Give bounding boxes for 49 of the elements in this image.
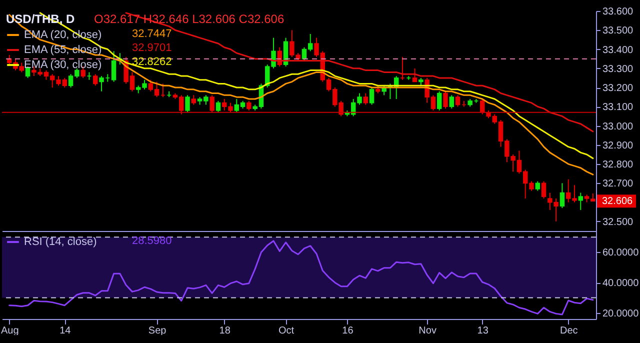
x-tick-label: 13 [477, 326, 489, 336]
y-tick-label: 20.0000 [602, 308, 640, 320]
x-tick-label: Oct [278, 326, 294, 336]
y-tick-label: 33.000 [602, 121, 634, 132]
x-tick-label: Dec [560, 326, 578, 336]
legend-label: RSI (14, close) [24, 236, 97, 248]
candlestick [535, 180, 540, 192]
candlestick [412, 68, 418, 82]
candlestick [210, 94, 214, 113]
candlestick [436, 90, 442, 111]
x-tick-label: 16 [342, 326, 354, 336]
candlestick [246, 100, 252, 111]
y-tick-label: 33.600 [602, 6, 634, 18]
y-tick-label: 40.0000 [602, 278, 640, 290]
y-tick-label: 32.500 [602, 216, 634, 228]
legend-label: EMA (30, close) [24, 59, 102, 71]
y-tick-label: 32.900 [602, 140, 634, 152]
annotation: 32.7447 [132, 28, 172, 40]
candlestick [578, 192, 584, 210]
candlestick [560, 182, 565, 209]
candlestick [541, 180, 546, 199]
y-tick-label: 32.700 [602, 178, 634, 190]
annotation: 32.9701 [132, 42, 172, 54]
y-tick-label: 32.800 [602, 160, 634, 171]
y-tick-label: 33.500 [602, 26, 634, 37]
candlestick [93, 74, 98, 86]
candlestick [363, 92, 368, 106]
text: 32.606 [602, 196, 634, 208]
candlestick [480, 98, 485, 115]
candlestick [185, 94, 190, 113]
candlestick [191, 94, 196, 106]
candlestick [449, 94, 454, 110]
x-tick-label: 14 [60, 326, 72, 336]
y-tick-label: 60.0000 [602, 248, 640, 259]
candlestick [443, 90, 448, 110]
candlestick [369, 87, 374, 106]
annotation: 32.8262 [132, 56, 172, 68]
candlestick [111, 50, 116, 82]
y-tick-label: 33.300 [602, 64, 634, 75]
y-tick-label: 33.200 [602, 83, 634, 94]
y-tick-label: 33.100 [602, 102, 634, 114]
line-series [8, 14, 594, 176]
y-tick-label: 33.400 [602, 44, 634, 56]
candlestick [216, 100, 221, 113]
x-tick-label: 18 [219, 326, 231, 336]
x-tick-label: Nov [418, 326, 436, 336]
annotation: 28.5980 [132, 235, 172, 247]
chart-subtitle: O32.617 H32.646 L32.606 C32.606 [94, 12, 284, 26]
candlestick [455, 94, 460, 108]
